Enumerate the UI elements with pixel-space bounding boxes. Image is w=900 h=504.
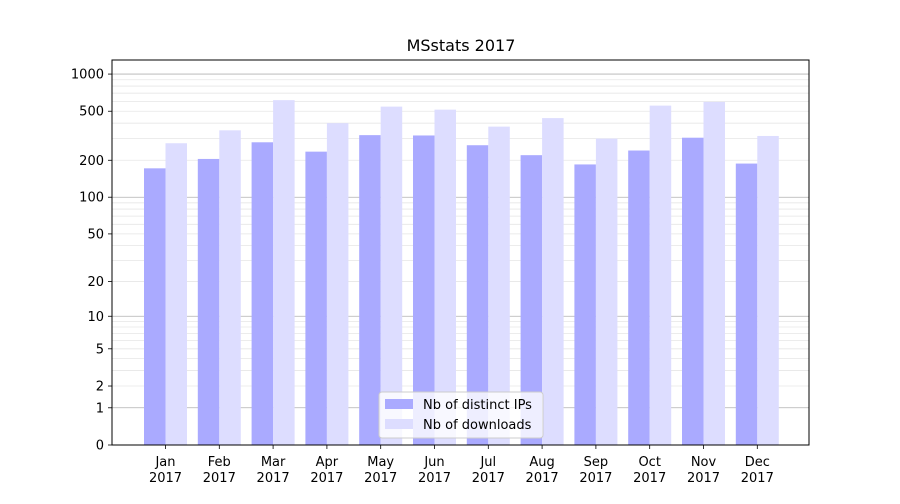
bar-downloads-mar [273,100,295,445]
bar-distinct-ips-apr [305,151,327,445]
bar-downloads-jun [434,109,456,446]
plot-frame [111,59,810,446]
x-tick-label-year: 2017 [472,471,505,486]
x-tick-label-month: May [367,455,394,470]
y-tick-label: 100 [79,191,104,206]
bar-downloads-aug [542,118,564,445]
legend-swatch [385,419,413,429]
bar-downloads-nov [703,101,725,445]
y-tick-label: 0 [96,439,104,454]
bar-distinct-ips-aug [520,155,543,446]
bar-distinct-ips-dec [735,163,758,445]
y-tick-label: 1 [96,401,104,416]
bar-distinct-ips-sep [574,164,596,446]
y-tick-label: 5 [96,342,104,357]
x-tick-label-year: 2017 [203,471,236,486]
y-tick-label: 1000 [71,68,104,83]
legend-label: Nb of distinct IPs [423,398,532,413]
bar-downloads-apr [326,123,349,446]
x-tick-label-month: Dec [745,455,770,470]
x-tick-label-month: Jan [154,455,175,470]
bar-downloads-sep [595,138,618,445]
bars [144,100,779,446]
legend-frame [378,391,544,439]
x-tick-label-year: 2017 [526,471,559,486]
bar-distinct-ips-jun [413,135,435,445]
x-tick-label-month: Aug [529,455,554,470]
x-tick-label-month: Jul [479,455,496,470]
x-tick-label-month: Oct [638,455,660,470]
x-tick-label-month: Mar [261,455,286,470]
y-tick-label: 50 [87,227,104,242]
legend: Nb of distinct IPs Nb of downloads [378,391,544,439]
x-tick-label-year: 2017 [687,471,720,486]
x-tick-label-year: 2017 [418,471,451,486]
x-tick-label-month: Jun [423,455,444,470]
y-tick-label: 20 [87,275,104,290]
x-tick-label-year: 2017 [633,471,666,486]
bar-distinct-ips-jul [466,145,489,445]
x-tick-label-month: Feb [208,455,231,470]
chart-title: MSstats 2017 [407,36,516,55]
y-tick-label: 10 [87,310,104,325]
legend-label: Nb of downloads [423,418,532,433]
x-tick-label-year: 2017 [149,471,182,486]
x-tick-label-month: Sep [584,455,609,470]
y-tick-label: 2 [96,380,104,395]
bar-distinct-ips-feb [197,158,220,445]
x-tick-label-year: 2017 [741,471,774,486]
bar-downloads-feb [219,130,241,445]
bar-distinct-ips-oct [628,150,650,445]
axes: Jan2017Feb2017Mar2017Apr2017May2017Jun20… [71,59,810,486]
x-tick-label-year: 2017 [257,471,290,486]
y-tick-label: 200 [79,154,104,169]
x-tick-label-month: Nov [691,455,717,470]
legend-swatch [385,399,413,409]
bar-downloads-dec [757,135,779,445]
x-tick-label-year: 2017 [579,471,612,486]
bar-distinct-ips-may [359,135,381,445]
bar-downloads-may [380,106,403,445]
bar-downloads-jan [165,143,187,445]
x-tick-label-year: 2017 [364,471,397,486]
bar-downloads-oct [649,105,672,445]
bar-distinct-ips-nov [682,137,704,445]
x-tick-label-month: Apr [316,455,339,470]
x-tick-label-year: 2017 [310,471,343,486]
bar-distinct-ips-jan [144,168,166,445]
bar-distinct-ips-mar [251,142,274,445]
y-tick-label: 500 [79,105,104,120]
bar-downloads-jul [488,126,510,445]
